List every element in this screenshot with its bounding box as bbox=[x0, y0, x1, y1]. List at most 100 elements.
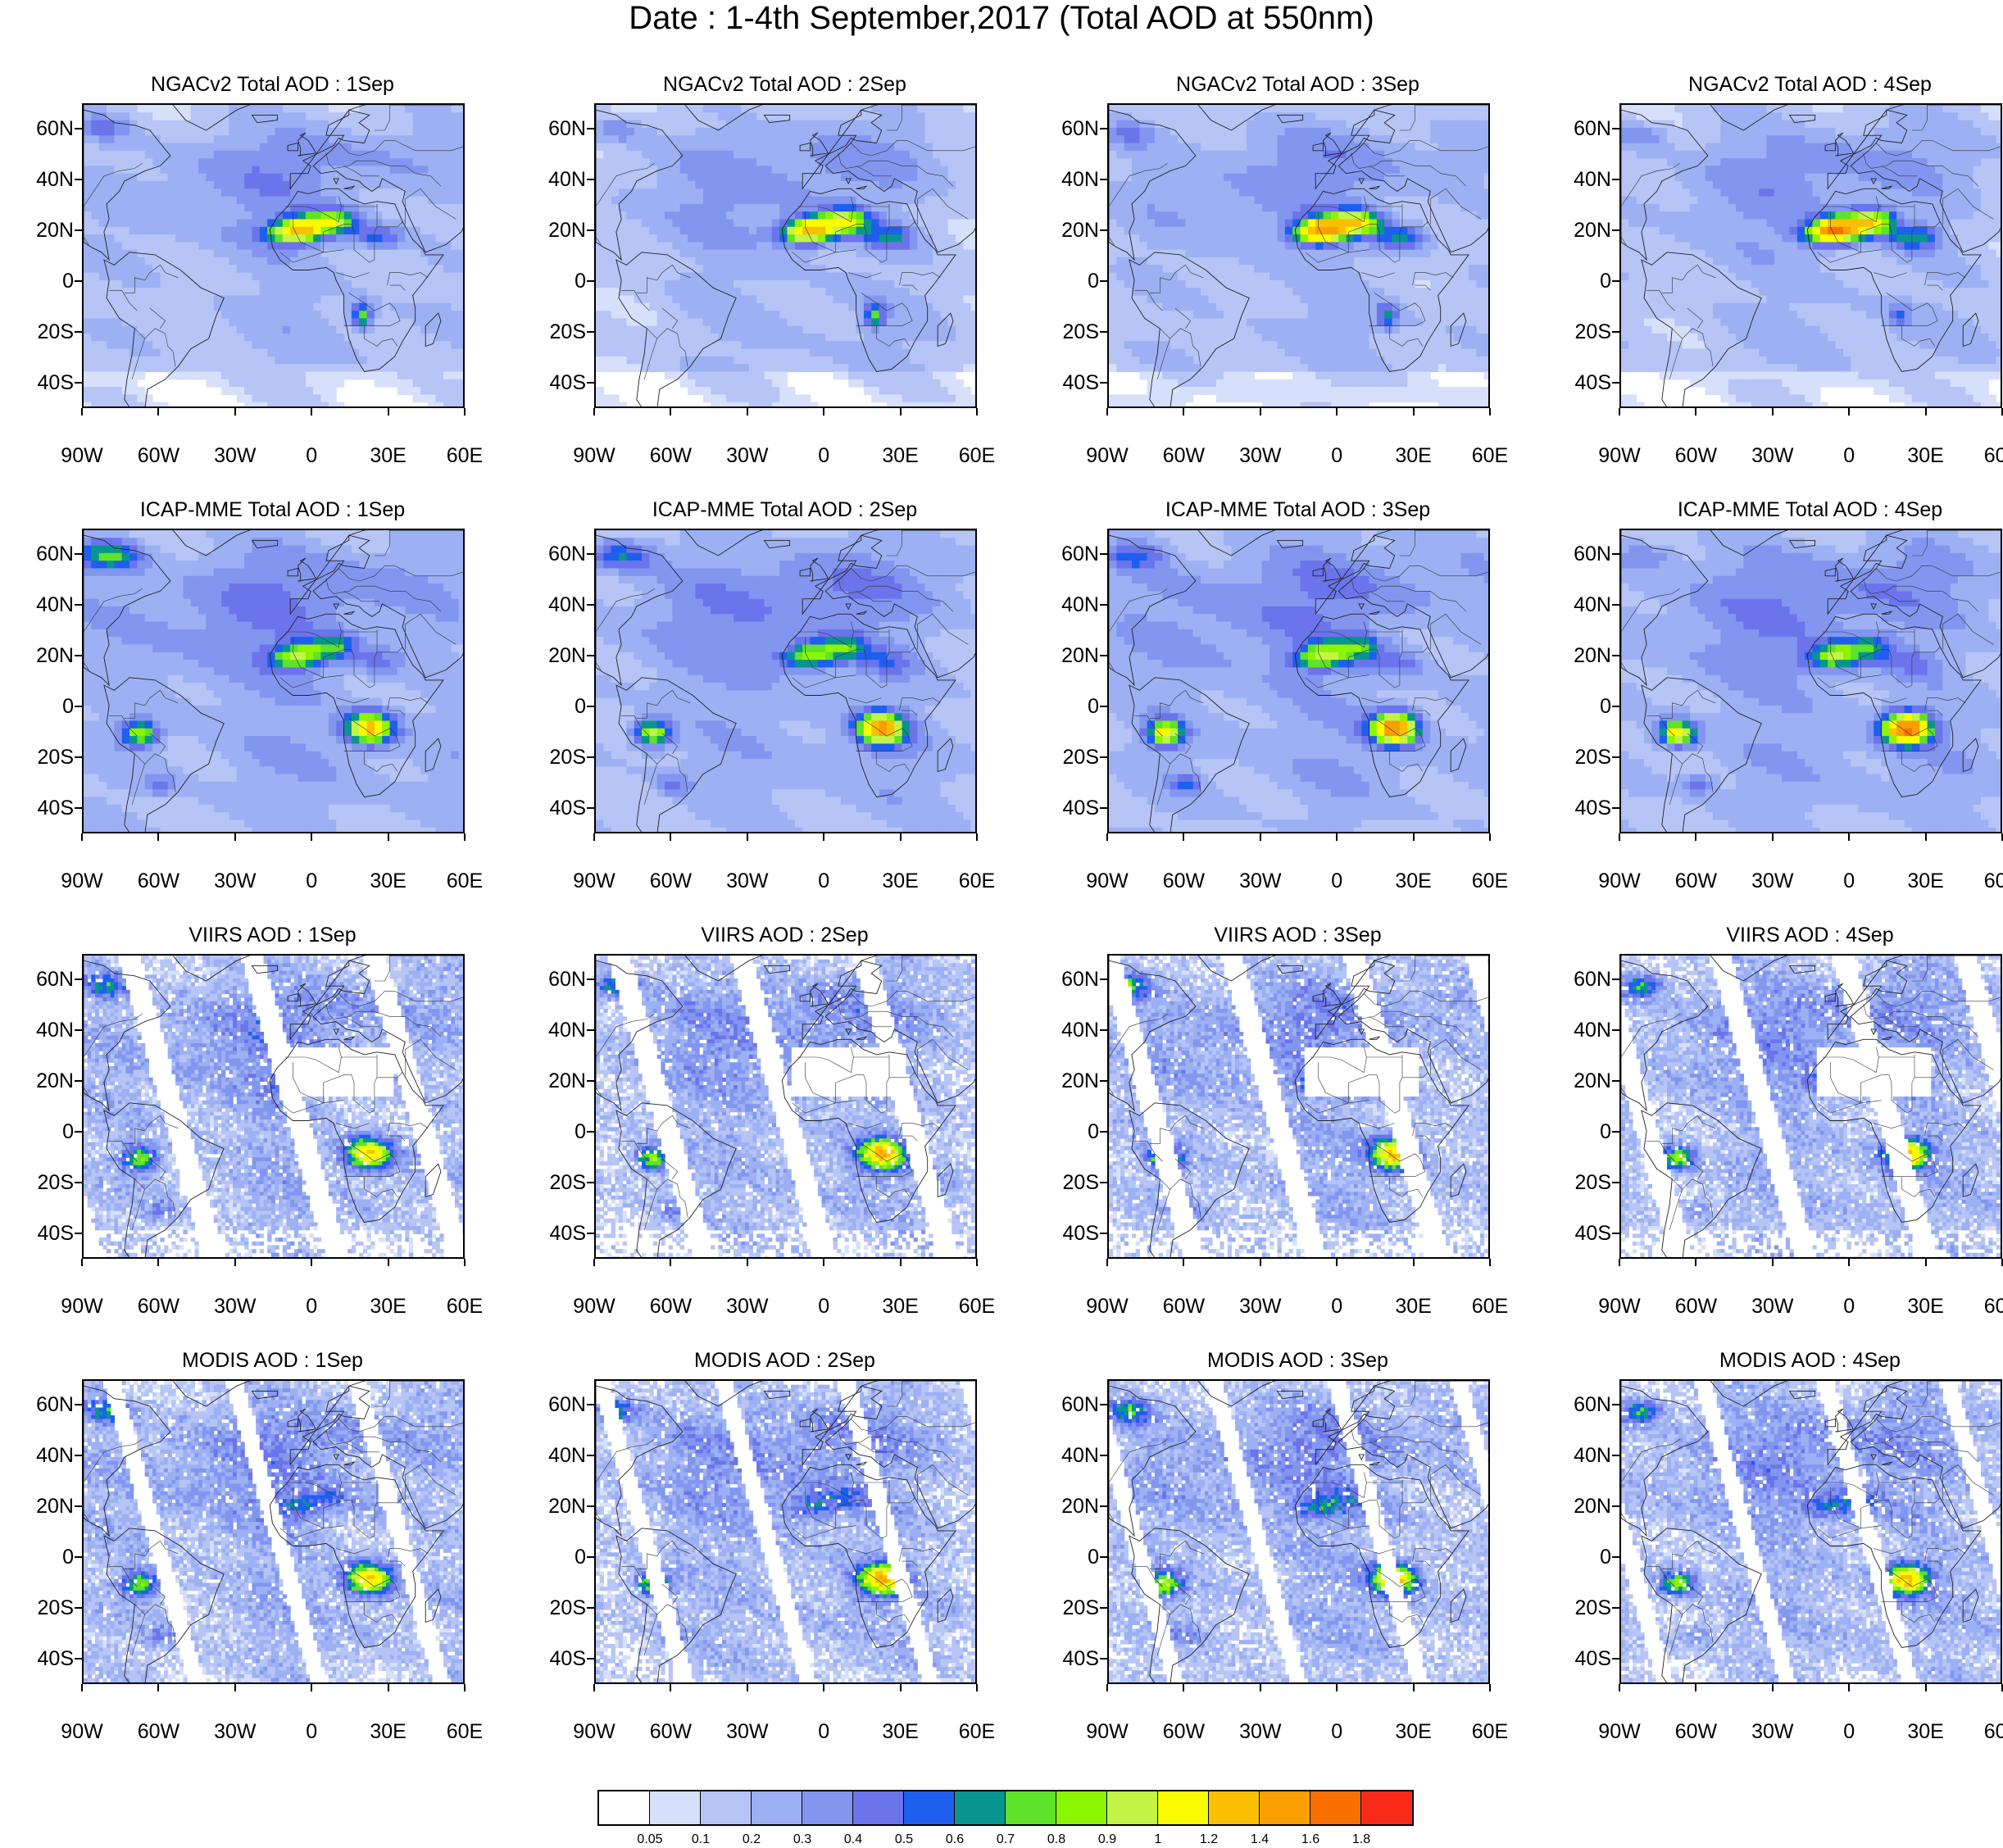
colorbar-label: 1.6 bbox=[1286, 1832, 1335, 1847]
x-tick bbox=[1772, 833, 1774, 841]
y-tick bbox=[75, 1131, 82, 1133]
y-tick-label: 20N bbox=[1559, 1495, 1611, 1518]
colorbar-swatch bbox=[701, 1791, 752, 1824]
x-tick bbox=[1336, 1259, 1338, 1266]
aod-map bbox=[1619, 529, 2002, 833]
x-tick-label: 0 bbox=[1816, 1295, 1882, 1318]
y-tick bbox=[75, 382, 82, 384]
map-panel: ICAP-MME Total AOD : 2Sep 60N 40N 20N 0 20S 40… bbox=[529, 496, 1041, 910]
x-tick-label: 60E bbox=[432, 444, 497, 467]
panel-title: MODIS AOD : 2Sep bbox=[529, 1346, 1041, 1374]
colorbar: 0.05 0.1 0.2 0.3 0.4 0.5 0.6 0.7 0.8 0.9 1 1.2 1.4 1.… bbox=[0, 1787, 2003, 1848]
x-tick-label: 60W bbox=[1663, 444, 1728, 467]
aod-field bbox=[596, 105, 977, 408]
y-tick bbox=[1100, 1233, 1107, 1234]
y-tick bbox=[1100, 553, 1107, 555]
panel-title: ICAP-MME Total AOD : 4Sep bbox=[1554, 496, 2003, 524]
y-tick bbox=[1100, 1556, 1107, 1558]
x-tick bbox=[976, 1259, 978, 1266]
panel-title: VIIRS AOD : 2Sep bbox=[529, 921, 1041, 949]
x-tick-label: 60E bbox=[1457, 444, 1523, 467]
x-tick-label: 60E bbox=[432, 1295, 497, 1318]
x-tick-label: 90W bbox=[1074, 1295, 1140, 1318]
aod-field bbox=[1621, 1381, 2002, 1684]
x-tick-label: 30E bbox=[1381, 1295, 1447, 1318]
x-tick-label: 90W bbox=[1587, 1295, 1652, 1318]
x-tick-label: 0 bbox=[279, 1295, 344, 1318]
x-tick-label: 0 bbox=[1304, 870, 1369, 892]
x-tick-label: 60E bbox=[432, 1720, 497, 1743]
colorbar-label: 0.1 bbox=[676, 1832, 725, 1847]
aod-map bbox=[594, 954, 977, 1259]
y-tick-label: 20S bbox=[1559, 746, 1611, 769]
y-tick bbox=[587, 179, 594, 180]
x-tick-label: 30E bbox=[356, 1295, 421, 1318]
y-tick bbox=[587, 1607, 594, 1609]
y-tick-label: 20S bbox=[1047, 1171, 1099, 1194]
x-tick-label: 60W bbox=[1663, 1295, 1728, 1318]
y-tick-label: 40N bbox=[21, 168, 74, 191]
y-tick bbox=[587, 1233, 594, 1234]
x-tick-label: 60E bbox=[1457, 1720, 1523, 1743]
y-tick bbox=[1612, 706, 1619, 707]
colorbar-label: 1 bbox=[1133, 1832, 1183, 1847]
x-tick bbox=[81, 833, 83, 841]
panel-title: ICAP-MME Total AOD : 1Sep bbox=[16, 496, 529, 524]
y-tick-label: 0 bbox=[1047, 695, 1099, 718]
panel-title: ICAP-MME Total AOD : 3Sep bbox=[1042, 496, 1554, 524]
y-tick bbox=[1612, 1556, 1619, 1558]
y-tick bbox=[75, 1455, 82, 1456]
country-border bbox=[285, 1047, 341, 1073]
y-tick bbox=[587, 280, 594, 282]
x-tick bbox=[1260, 408, 1261, 415]
x-tick bbox=[1848, 408, 1850, 415]
x-tick-label: 0 bbox=[1304, 444, 1369, 467]
y-tick-label: 40N bbox=[1047, 1019, 1099, 1042]
colorbar-swatch bbox=[1006, 1791, 1056, 1824]
y-tick bbox=[1612, 229, 1619, 231]
x-tick bbox=[234, 833, 236, 841]
x-tick bbox=[1695, 833, 1696, 841]
x-tick-label: 30E bbox=[356, 1720, 421, 1743]
x-tick bbox=[976, 408, 978, 415]
x-tick-label: 30W bbox=[1740, 1720, 1805, 1743]
aod-map bbox=[82, 1379, 465, 1684]
aod-field bbox=[1109, 956, 1490, 1259]
x-tick-label: 60W bbox=[638, 870, 703, 892]
x-tick-label: 30E bbox=[1381, 870, 1447, 892]
y-tick-label: 20S bbox=[21, 320, 74, 343]
y-tick-label: 60N bbox=[1559, 968, 1611, 991]
y-tick-label: 40N bbox=[534, 1444, 586, 1467]
y-tick-label: 20N bbox=[1559, 1069, 1611, 1092]
country-border bbox=[1310, 1047, 1366, 1073]
y-tick bbox=[1612, 128, 1619, 129]
colorbar-swatch bbox=[752, 1791, 802, 1824]
panel-title: MODIS AOD : 3Sep bbox=[1042, 1346, 1554, 1374]
y-tick bbox=[1612, 655, 1619, 656]
y-tick-label: 20S bbox=[534, 320, 586, 343]
y-tick bbox=[1612, 553, 1619, 555]
x-tick bbox=[388, 833, 389, 841]
x-tick-label: 0 bbox=[279, 870, 344, 892]
y-tick-label: 0 bbox=[1047, 270, 1099, 293]
map-panel: ICAP-MME Total AOD : 1Sep 60N 40N 20N 0 20S 40… bbox=[16, 496, 529, 910]
y-tick bbox=[1612, 1404, 1619, 1405]
y-tick bbox=[1100, 655, 1107, 656]
y-tick bbox=[75, 331, 82, 333]
y-tick-label: 40S bbox=[1047, 1222, 1099, 1245]
x-tick bbox=[1106, 408, 1108, 415]
y-tick bbox=[1612, 1607, 1619, 1609]
x-tick-label: 60W bbox=[1151, 444, 1216, 467]
x-tick-label: 0 bbox=[279, 444, 344, 467]
panel-title: VIIRS AOD : 3Sep bbox=[1042, 921, 1554, 949]
y-tick-label: 40N bbox=[1559, 1444, 1611, 1467]
x-tick bbox=[1183, 1259, 1184, 1266]
x-tick bbox=[311, 1684, 312, 1691]
x-tick bbox=[1336, 833, 1338, 841]
x-tick bbox=[1489, 833, 1491, 841]
y-tick-label: 20S bbox=[534, 746, 586, 769]
x-tick bbox=[1183, 833, 1184, 841]
x-tick-label: 30W bbox=[1740, 1295, 1805, 1318]
x-tick bbox=[670, 833, 671, 841]
y-tick-label: 40S bbox=[534, 371, 586, 394]
